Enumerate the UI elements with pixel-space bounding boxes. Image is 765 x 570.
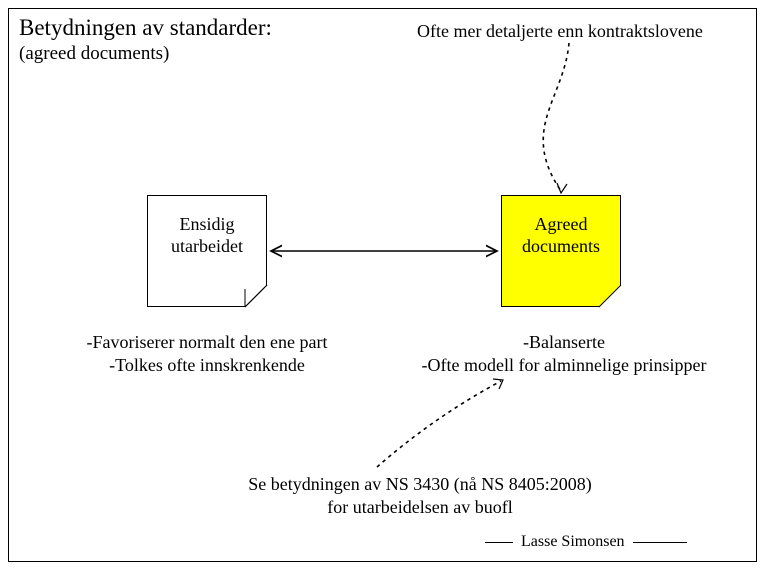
bottom-note: Se betydningen av NS 3430 (nå NS 8405:20…	[185, 473, 655, 518]
right-bullet-2: -Ofte modell for alminnelige prinsipper	[379, 354, 749, 377]
doc-box-right: Agreed documents	[501, 195, 621, 307]
right-bullets: -Balanserte -Ofte modell for alminnelige…	[379, 331, 749, 376]
divider-icon	[633, 542, 687, 543]
page-fold-icon	[591, 285, 621, 307]
right-bullet-1: -Balanserte	[379, 331, 749, 354]
author-signature: Lasse Simonsen	[485, 533, 687, 551]
left-bullet-2: -Tolkes ofte innskrenkende	[57, 354, 357, 377]
doc-left-line2: utarbeidet	[171, 236, 243, 258]
diagram-frame: Betydningen av standarder: (agreed docum…	[8, 8, 757, 562]
author-name: Lasse Simonsen	[521, 533, 625, 551]
page-fold-icon	[237, 285, 267, 307]
page-title: Betydningen av standarder:	[19, 15, 272, 41]
bottom-note-line2: for utarbeidelsen av buofl	[185, 496, 655, 519]
left-bullet-1: -Favoriserer normalt den ene part	[57, 331, 357, 354]
doc-left-line1: Ensidig	[179, 214, 234, 236]
doc-right-line1: Agreed	[535, 214, 588, 236]
doc-right-line2: documents	[522, 236, 600, 258]
dashed-curve-top	[543, 43, 569, 191]
arrowhead-icon	[557, 183, 567, 193]
arrowhead-icon	[493, 379, 503, 389]
top-right-note: Ofte mer detaljerte enn kontraktslovene	[417, 21, 703, 42]
dashed-curve-bottom	[377, 381, 501, 467]
page-subtitle: (agreed documents)	[19, 43, 169, 65]
bottom-note-line1: Se betydningen av NS 3430 (nå NS 8405:20…	[185, 473, 655, 496]
divider-icon	[485, 542, 513, 543]
doc-box-left: Ensidig utarbeidet	[147, 195, 267, 307]
left-bullets: -Favoriserer normalt den ene part -Tolke…	[57, 331, 357, 376]
